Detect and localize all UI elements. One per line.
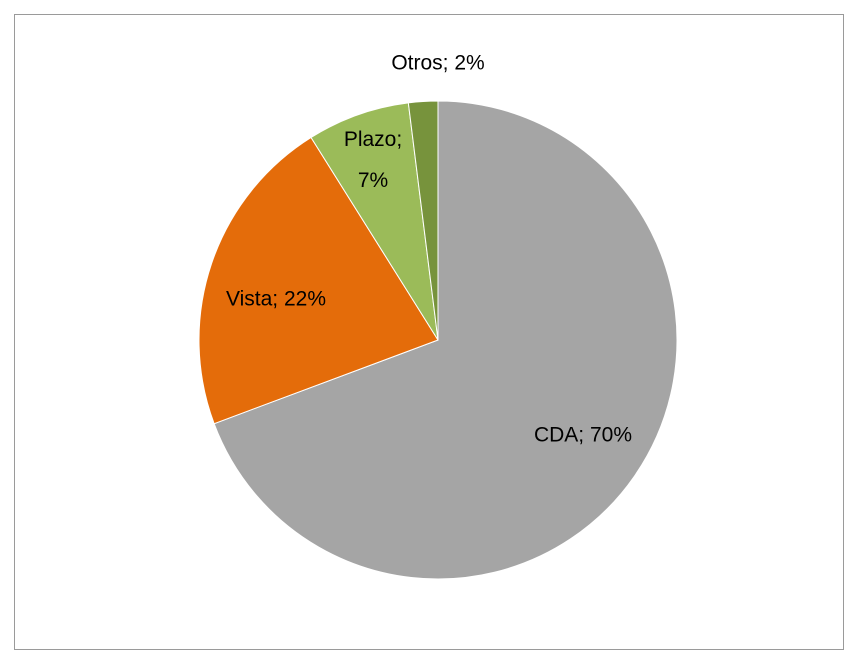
pie-slice xyxy=(407,100,439,341)
data-label: Otros; 2% xyxy=(391,52,484,75)
pie-slice xyxy=(213,100,678,580)
pie-slice xyxy=(310,102,439,341)
data-label-line: 7% xyxy=(358,169,388,192)
data-label: Plazo; 7% xyxy=(344,128,402,192)
data-label-line: Plazo; xyxy=(344,128,402,151)
data-label: CDA; 70% xyxy=(534,424,632,447)
data-label: Vista; 22% xyxy=(226,288,326,311)
pie-slice xyxy=(198,136,439,425)
